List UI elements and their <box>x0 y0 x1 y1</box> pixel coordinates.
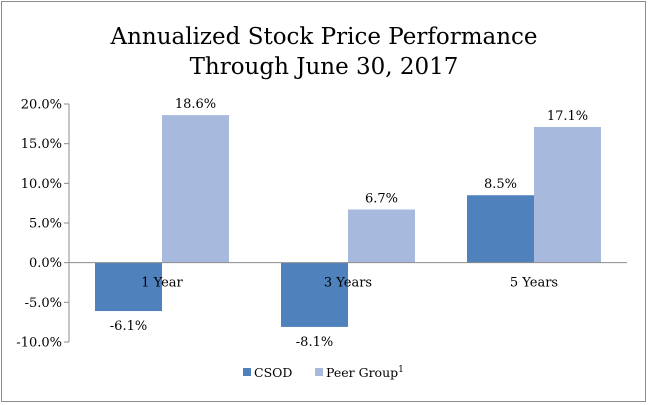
legend-swatch <box>243 368 251 376</box>
data-label: 8.5% <box>484 177 517 192</box>
bar-peer-group <box>534 127 601 263</box>
chart-title-line-1: Annualized Stock Price Performance <box>109 24 537 50</box>
data-label: -8.1% <box>296 335 333 350</box>
bar-peer-group <box>162 115 229 263</box>
legend-label: CSOD <box>254 365 292 380</box>
plot-area: 20.0% 15.0% 10.0% 5.0% 0.0% -5.0% -10.0% -6.1% 1… <box>16 97 627 351</box>
bar-csod <box>281 262 348 327</box>
bar-csod <box>95 262 162 312</box>
data-label: 6.7% <box>365 192 398 207</box>
y-tick-label: 0.0% <box>29 256 62 271</box>
data-label: 17.1% <box>547 109 588 124</box>
legend: CSOD Peer Group1 <box>243 365 404 380</box>
data-label: 18.6% <box>175 97 216 112</box>
legend-swatch <box>315 368 323 376</box>
y-tick-label: 5.0% <box>29 217 62 232</box>
x-category-label: 3 Years <box>324 276 372 291</box>
y-tick-label: 20.0% <box>21 98 62 113</box>
y-tick-label: -5.0% <box>25 296 62 311</box>
x-category-label: 1 Year <box>141 276 183 291</box>
x-category-label: 5 Years <box>510 276 558 291</box>
y-tick-label: -10.0% <box>16 336 62 351</box>
y-tick-label: 10.0% <box>21 177 62 192</box>
y-tick-label: 15.0% <box>21 137 62 152</box>
bar-peer-group <box>348 209 415 263</box>
data-label: -6.1% <box>110 319 147 334</box>
legend-label: Peer Group1 <box>326 365 404 380</box>
bar-csod <box>467 195 534 263</box>
chart-title-line-2: Through June 30, 2017 <box>190 54 459 80</box>
